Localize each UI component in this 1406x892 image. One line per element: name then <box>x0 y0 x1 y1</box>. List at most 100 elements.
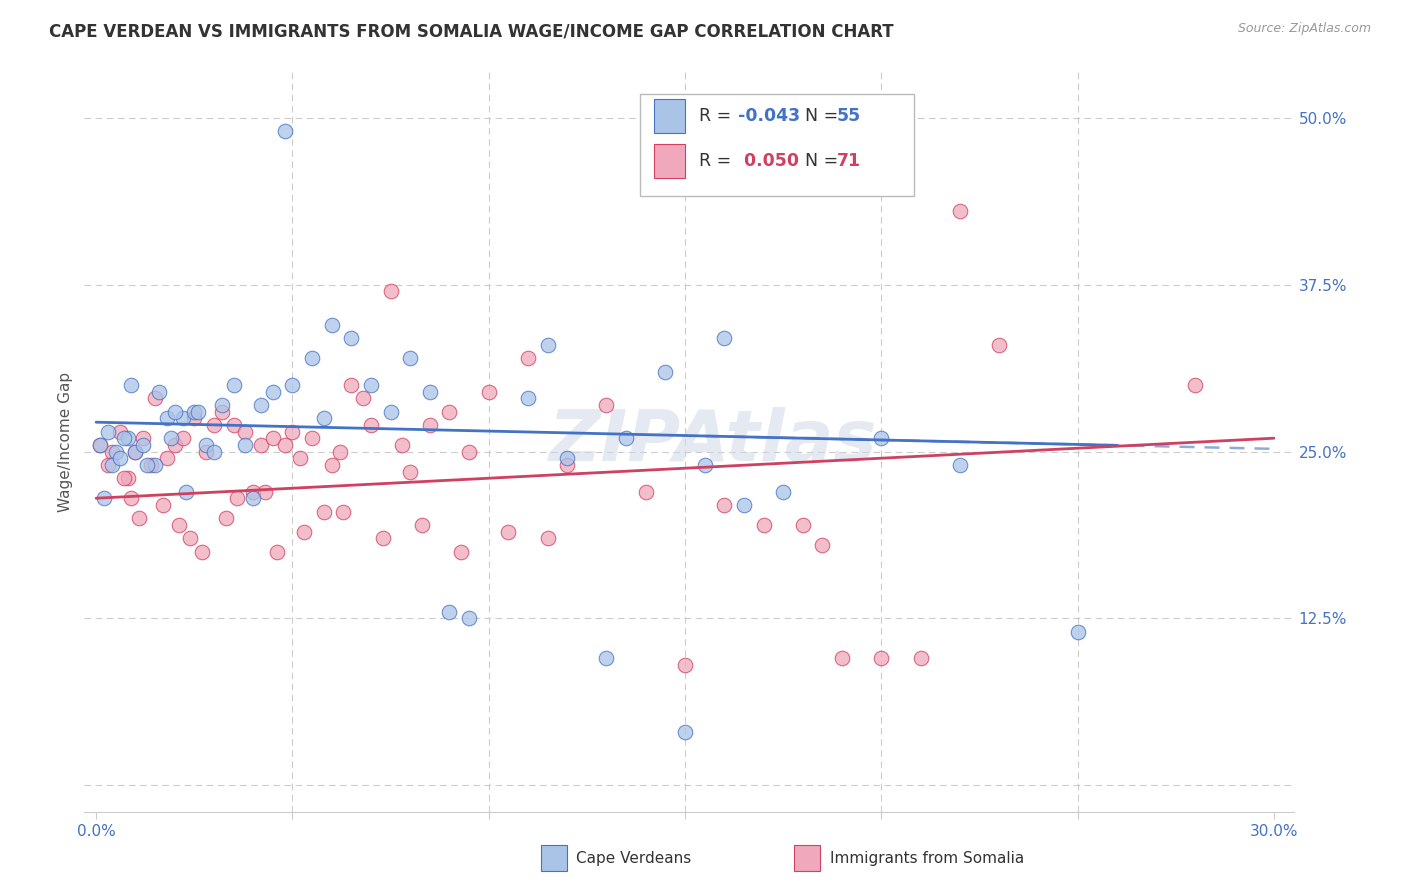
Point <box>191 544 214 558</box>
Point <box>253 484 276 499</box>
Point <box>222 417 245 432</box>
Point <box>811 538 834 552</box>
Point <box>211 404 233 418</box>
Point <box>555 458 578 472</box>
Point <box>176 484 198 499</box>
Point <box>121 491 143 506</box>
Text: ZIPAtlas: ZIPAtlas <box>548 407 877 476</box>
Point <box>136 458 159 472</box>
Point <box>360 417 382 432</box>
Text: Source: ZipAtlas.com: Source: ZipAtlas.com <box>1237 22 1371 36</box>
Point <box>250 438 273 452</box>
Point <box>128 511 150 525</box>
Point <box>391 438 413 452</box>
Point <box>673 657 696 672</box>
Point <box>112 471 135 485</box>
Point <box>117 431 139 445</box>
Point <box>1066 624 1088 639</box>
Point <box>713 498 735 512</box>
Point <box>93 491 115 506</box>
Point <box>195 438 218 452</box>
Point <box>321 318 343 332</box>
Point <box>654 364 676 378</box>
Point <box>312 505 335 519</box>
Point <box>89 438 111 452</box>
Point <box>273 438 295 452</box>
Point <box>419 417 441 432</box>
Text: R =: R = <box>699 152 737 169</box>
Text: 0.050: 0.050 <box>738 152 799 169</box>
Point <box>949 204 972 219</box>
Text: CAPE VERDEAN VS IMMIGRANTS FROM SOMALIA WAGE/INCOME GAP CORRELATION CHART: CAPE VERDEAN VS IMMIGRANTS FROM SOMALIA … <box>49 22 894 40</box>
Point <box>202 417 225 432</box>
Point <box>156 451 179 466</box>
Point <box>179 531 201 545</box>
Point <box>301 431 323 445</box>
Point <box>458 444 481 458</box>
Point <box>104 444 127 458</box>
Point <box>910 651 932 665</box>
Text: Immigrants from Somalia: Immigrants from Somalia <box>830 851 1024 865</box>
Point <box>101 444 124 458</box>
Point <box>108 425 131 439</box>
Point <box>124 444 146 458</box>
Point <box>536 338 558 352</box>
Point <box>152 498 174 512</box>
Point <box>281 425 304 439</box>
Point <box>148 384 170 399</box>
Point <box>371 531 394 545</box>
Point <box>733 498 755 512</box>
Point <box>292 524 315 539</box>
Text: Cape Verdeans: Cape Verdeans <box>576 851 692 865</box>
Y-axis label: Wage/Income Gap: Wage/Income Gap <box>58 371 73 512</box>
Point <box>450 544 472 558</box>
Point <box>97 425 120 439</box>
Text: -0.043: -0.043 <box>738 107 800 125</box>
Point <box>195 444 218 458</box>
Point <box>411 517 433 532</box>
Point <box>772 484 794 499</box>
Point <box>183 411 205 425</box>
Point <box>517 391 540 405</box>
Point <box>831 651 853 665</box>
Point <box>124 444 146 458</box>
Point <box>215 511 238 525</box>
Point <box>870 431 893 445</box>
Point <box>713 331 735 345</box>
Text: N =: N = <box>794 107 844 125</box>
Point <box>536 531 558 545</box>
Point <box>360 377 382 392</box>
Point <box>139 458 162 472</box>
Point <box>439 404 461 418</box>
Point <box>163 404 186 418</box>
Point <box>988 338 1011 352</box>
Point <box>340 377 363 392</box>
Point <box>752 517 775 532</box>
Point <box>132 431 155 445</box>
Point <box>143 458 166 472</box>
Point <box>380 404 402 418</box>
Point <box>211 398 233 412</box>
Point <box>273 124 295 138</box>
Text: R =: R = <box>699 107 737 125</box>
Point <box>949 458 972 472</box>
Point <box>301 351 323 366</box>
Point <box>117 471 139 485</box>
Point <box>555 451 578 466</box>
Point <box>498 524 520 539</box>
Point <box>439 605 461 619</box>
Point <box>332 505 354 519</box>
Point <box>202 444 225 458</box>
Point <box>281 377 304 392</box>
Point <box>233 425 256 439</box>
Text: N =: N = <box>794 152 844 169</box>
Point <box>634 484 657 499</box>
Point <box>399 351 422 366</box>
Point <box>242 484 264 499</box>
Point <box>693 458 716 472</box>
Text: 55: 55 <box>837 107 860 125</box>
Point <box>870 651 893 665</box>
Point <box>187 404 209 418</box>
Point <box>595 651 617 665</box>
Point <box>262 384 284 399</box>
